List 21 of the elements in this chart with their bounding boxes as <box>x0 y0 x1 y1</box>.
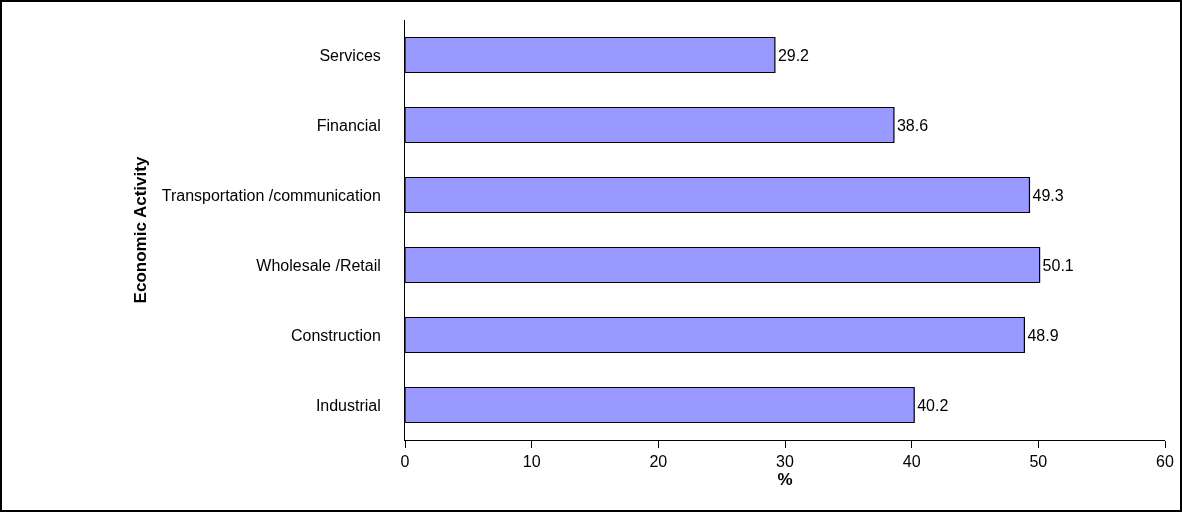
y-axis-title: Economic Activity <box>131 156 151 304</box>
x-tick-label: 10 <box>522 453 541 471</box>
data-label: 40.2 <box>917 396 949 414</box>
y-tick-label: Wholesale /Retail <box>256 256 381 274</box>
data-label: 48.9 <box>1027 326 1059 344</box>
x-tick-label: 0 <box>400 453 410 471</box>
x-axis-title: % <box>777 470 793 490</box>
y-tick-label: Financial <box>316 116 381 134</box>
x-tick-label: 20 <box>649 453 668 471</box>
x-tick-label: 50 <box>1029 453 1048 471</box>
y-tick-label: Services <box>319 46 381 64</box>
x-tick-label: 60 <box>1156 453 1174 471</box>
data-label: 49.3 <box>1032 186 1064 204</box>
y-tick-label: Industrial <box>315 396 381 414</box>
data-label: 29.2 <box>777 46 810 64</box>
x-tick-label: 30 <box>776 453 794 471</box>
x-tick-label: 40 <box>902 453 921 471</box>
y-tick-label: Transportation /communication <box>161 186 381 204</box>
data-label: 50.1 <box>1042 256 1074 274</box>
y-tick-label: Construction <box>290 326 381 344</box>
data-label: 38.6 <box>896 116 929 134</box>
